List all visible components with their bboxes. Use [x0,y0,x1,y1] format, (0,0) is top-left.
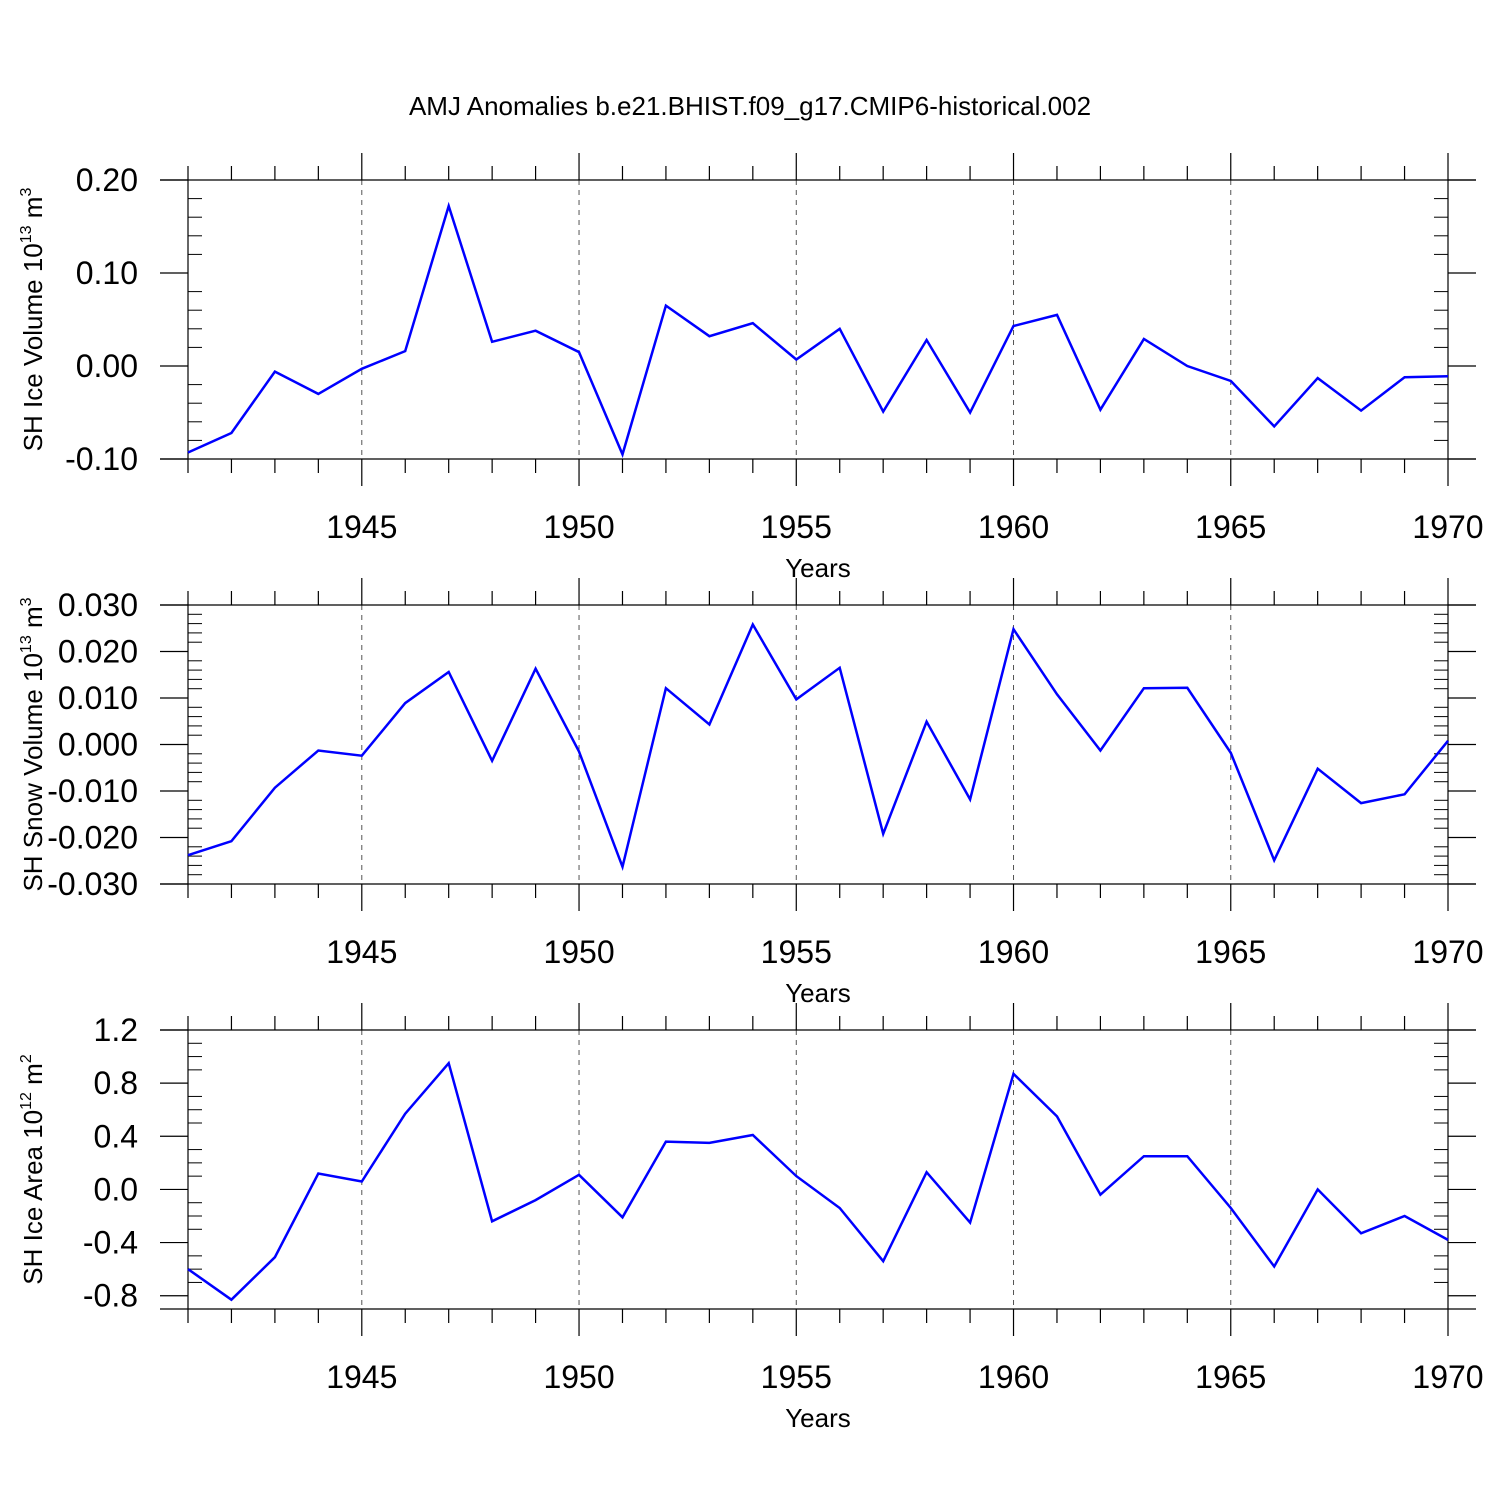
y-tick-label: 0.020 [58,634,138,670]
x-tick-label: 1955 [761,1359,832,1395]
x-tick-label: 1950 [543,1359,614,1395]
y-tick-label: -0.020 [47,820,138,856]
x-tick-label: 1955 [761,509,832,545]
x-axis-title: Years [785,553,851,583]
x-tick-label: 1950 [543,934,614,970]
y-axis-title-exponent: 13 [18,635,35,653]
x-tick-label: 1945 [326,934,397,970]
y-axis-title-exponent: 13 [18,225,35,243]
x-axis-title: Years [785,978,851,1008]
y-axis-title-unit: m [18,197,48,226]
y-axis-title-unit-exponent: 2 [18,1054,35,1063]
panels: 1945 1950 1955 1960 1965 1970 Years -0.10 0.00 0.… [18,153,1484,1433]
x-tick-label: 1960 [978,1359,1049,1395]
y-tick-label: -0.010 [47,773,138,809]
y-tick-label: 0.10 [76,255,138,291]
y-axis-title-main: SH Snow Volume 10 [18,653,48,891]
y-tick-label: -0.030 [47,866,138,902]
y-axis-title-unit-exponent: 3 [18,188,35,197]
panel-3: 1945 1950 1955 1960 1965 1970 Years -0.8 -0.4 0.0… [18,1003,1484,1433]
y-axis-title: SH Snow Volume 1013 m3 [18,597,48,891]
panel-2: 1945 1950 1955 1960 1965 1970 Years -0.030 -0.02… [18,578,1484,1008]
y-tick-label: 0.030 [58,587,138,623]
y-axis-title-main: SH Ice Area 10 [18,1110,48,1285]
y-axis-title-main: SH Ice Volume 10 [18,243,48,451]
y-tick-label: -0.8 [83,1278,138,1314]
y-axis-title-unit: m [18,606,48,635]
y-tick-label: 0.8 [94,1065,138,1101]
x-tick-label: 1945 [326,509,397,545]
y-tick-label: 0.010 [58,680,138,716]
figure-title: AMJ Anomalies b.e21.BHIST.f09_g17.CMIP6-… [409,91,1091,121]
x-tick-label: 1960 [978,934,1049,970]
y-axis-title-unit: m [18,1063,48,1092]
x-axis-title: Years [785,1403,851,1433]
x-tick-label: 1970 [1412,509,1483,545]
x-tick-label: 1970 [1412,1359,1483,1395]
x-tick-label: 1955 [761,934,832,970]
series-line [187,201,1449,459]
y-tick-label: -0.10 [65,441,138,477]
y-axis-title-unit-exponent: 3 [18,597,35,606]
y-axis-title-exponent: 12 [18,1092,35,1110]
y-tick-label: 1.2 [94,1012,138,1048]
x-tick-label: 1970 [1412,934,1483,970]
y-tick-label: 0.20 [76,162,138,198]
x-tick-label: 1950 [543,509,614,545]
y-tick-label: 0.0 [94,1171,138,1207]
panel-1: 1945 1950 1955 1960 1965 1970 Years -0.10 0.00 0.… [18,153,1484,583]
y-tick-label: 0.000 [58,727,138,763]
y-tick-label: 0.00 [76,348,138,384]
x-tick-label: 1965 [1195,509,1266,545]
series-line [187,621,1449,872]
y-axis-title: SH Ice Volume 1013 m3 [18,188,48,452]
x-tick-label: 1965 [1195,934,1266,970]
x-tick-label: 1965 [1195,1359,1266,1395]
x-tick-label: 1945 [326,1359,397,1395]
series-line [187,1060,1449,1302]
y-tick-label: 0.4 [94,1118,138,1154]
y-axis-title: SH Ice Area 1012 m2 [18,1054,48,1285]
y-tick-label: -0.4 [83,1225,138,1261]
x-tick-label: 1960 [978,509,1049,545]
